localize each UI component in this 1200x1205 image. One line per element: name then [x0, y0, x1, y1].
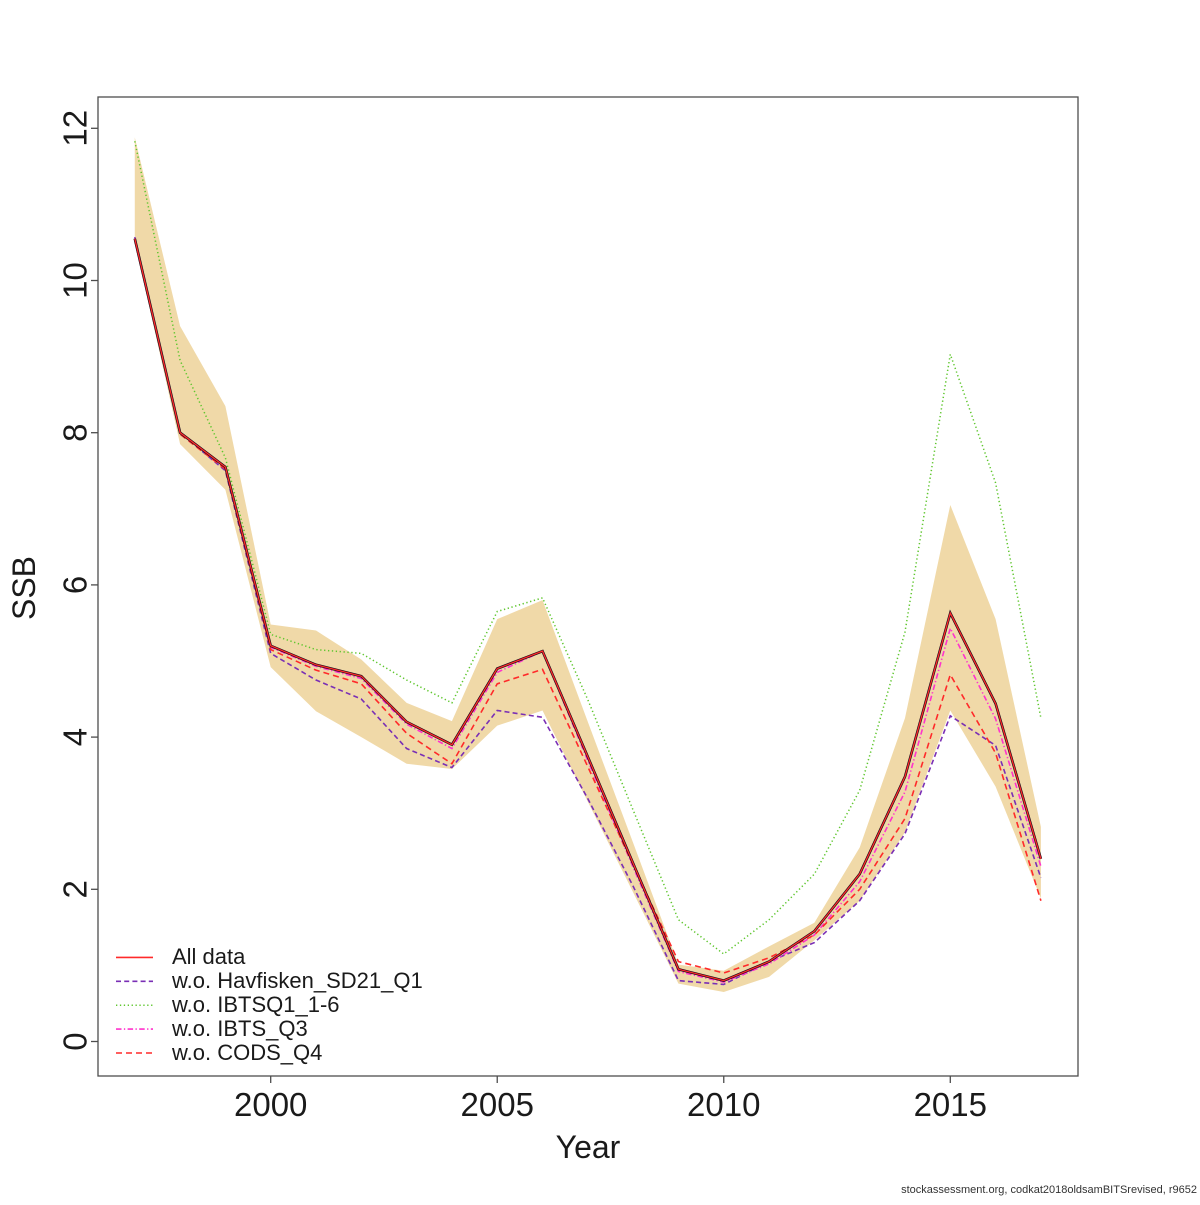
svg-text:4: 4: [57, 728, 94, 746]
svg-text:w.o. Havfisken_SD21_Q1: w.o. Havfisken_SD21_Q1: [171, 968, 423, 993]
svg-text:SSB: SSB: [6, 556, 42, 620]
svg-text:6: 6: [57, 576, 94, 594]
svg-text:10: 10: [57, 262, 94, 299]
svg-text:2010: 2010: [687, 1086, 760, 1123]
svg-text:8: 8: [57, 424, 94, 442]
svg-text:w.o. IBTSQ1_1-6: w.o. IBTSQ1_1-6: [171, 992, 340, 1017]
svg-text:2015: 2015: [914, 1086, 987, 1123]
svg-text:w.o. IBTS_Q3: w.o. IBTS_Q3: [171, 1016, 308, 1041]
svg-text:2000: 2000: [234, 1086, 307, 1123]
svg-text:2005: 2005: [461, 1086, 534, 1123]
svg-text:Year: Year: [556, 1129, 621, 1165]
svg-text:w.o. CODS_Q4: w.o. CODS_Q4: [171, 1040, 322, 1065]
svg-text:All data: All data: [172, 944, 246, 969]
svg-text:stockassessment.org, codkat201: stockassessment.org, codkat2018oldsamBIT…: [901, 1184, 1197, 1196]
svg-text:12: 12: [57, 110, 94, 147]
svg-text:0: 0: [57, 1032, 94, 1050]
svg-text:2: 2: [57, 880, 94, 898]
